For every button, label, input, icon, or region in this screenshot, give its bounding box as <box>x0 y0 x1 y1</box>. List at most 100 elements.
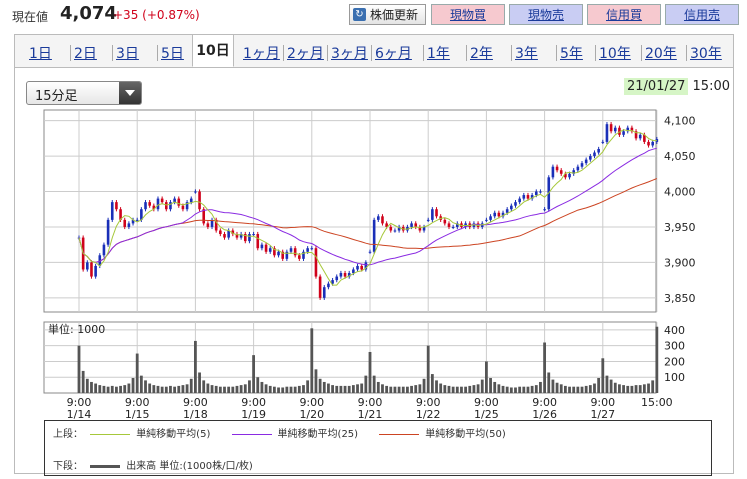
tab-2[interactable]: 3日 <box>116 46 139 62</box>
volume-bar <box>327 383 330 393</box>
candle-body <box>202 209 206 224</box>
volume-bar <box>123 385 127 393</box>
tab-6[interactable]: 2ヶ月 <box>287 46 324 62</box>
volume-bar <box>401 386 405 393</box>
volume-bar <box>164 386 168 393</box>
trade-button-3[interactable]: 信用売 <box>665 4 739 25</box>
trade-button-2[interactable]: 信用買 <box>587 4 661 25</box>
tab-separator <box>423 45 424 61</box>
tab-15[interactable]: 30年 <box>690 46 722 62</box>
volume-bar <box>243 384 247 393</box>
tab-separator <box>556 45 557 61</box>
volume-bar <box>218 386 222 393</box>
candle-body <box>268 248 272 252</box>
candle-body <box>634 131 638 139</box>
candle-body <box>239 234 243 238</box>
candle-body <box>638 134 642 139</box>
volume-bar <box>131 378 135 393</box>
volume-bar <box>173 386 177 393</box>
candle-body <box>526 195 530 199</box>
volume-bar <box>335 385 339 393</box>
x-tick-time: 9:00 <box>67 396 92 409</box>
volume-bar <box>156 385 160 393</box>
volume-bar <box>609 379 613 393</box>
candle-body <box>456 223 459 227</box>
candle-body <box>555 166 559 171</box>
ma5-swatch <box>90 433 131 435</box>
price-tick-label: 4,100 <box>664 115 696 128</box>
candle-body <box>530 195 534 199</box>
legend-volume: 出来高 単位:(1000株/口/枚) <box>126 461 253 472</box>
volume-bar <box>426 345 430 393</box>
volume-unit-label: 単位: 1000 <box>48 322 105 336</box>
x-tick-date: 1/15 <box>125 408 150 420</box>
volume-bar <box>185 384 189 393</box>
tab-7[interactable]: 3ヶ月 <box>331 46 368 62</box>
tab-9[interactable]: 1年 <box>427 46 450 62</box>
tab-5[interactable]: 1ヶ月 <box>243 46 280 62</box>
tab-0[interactable]: 1日 <box>29 46 52 62</box>
candle-body <box>86 262 89 270</box>
candle-body <box>235 234 239 238</box>
candle-body <box>352 269 355 274</box>
volume-bar <box>281 387 285 393</box>
candle-body <box>318 276 322 298</box>
trade-button-1[interactable]: 現物売 <box>509 4 583 25</box>
tab-12[interactable]: 5年 <box>560 46 583 62</box>
tab-separator <box>686 45 687 61</box>
volume-bar <box>277 387 280 393</box>
candle-body <box>584 159 588 164</box>
candle-body <box>593 152 596 157</box>
candle-body <box>322 287 326 298</box>
tab-4[interactable]: 10日 <box>192 35 234 67</box>
candle-body <box>144 202 147 210</box>
candle-body <box>277 251 280 256</box>
volume-bar <box>94 383 98 393</box>
candle-body <box>559 170 563 174</box>
candle-body <box>397 226 401 231</box>
volume-bar <box>476 384 480 393</box>
tab-14[interactable]: 20年 <box>645 46 677 62</box>
tab-1[interactable]: 2日 <box>74 46 97 62</box>
volume-bar <box>443 385 447 393</box>
candle-body <box>156 198 160 210</box>
tab-11[interactable]: 3年 <box>515 46 538 62</box>
candle-body <box>368 251 372 253</box>
candle-body <box>248 234 251 242</box>
volume-bar <box>227 386 231 393</box>
interval-select[interactable]: 15分足 <box>26 81 142 105</box>
chart-legend: 上段： 単純移動平均(5) 単純移動平均(25) 単純移動平均(50) 下段： … <box>44 420 712 476</box>
candle-body <box>165 202 168 210</box>
tab-separator <box>157 45 158 61</box>
candle-body <box>160 198 164 203</box>
x-tick-date: 1/22 <box>416 408 441 420</box>
tab-10[interactable]: 2年 <box>470 46 493 62</box>
candle-body <box>514 202 517 206</box>
candle-body <box>501 212 505 217</box>
x-tick-date: 1/21 <box>358 408 383 420</box>
tab-8[interactable]: 6ヶ月 <box>375 46 412 62</box>
top-bar: 現在値 4,074 +35 (+0.87%) ↻ 株価更新 現物買 現物売 信用買信… <box>0 0 747 30</box>
volume-bar <box>90 381 93 393</box>
candle-body <box>564 173 567 178</box>
volume-bar <box>480 379 484 393</box>
candle-body <box>115 202 118 210</box>
volume-bar <box>584 385 588 393</box>
refresh-price-button[interactable]: ↻ 株価更新 <box>349 4 426 25</box>
candle-body <box>505 209 509 213</box>
volume-bar <box>497 384 501 393</box>
volume-bar <box>451 386 455 393</box>
x-tick-time: 9:00 <box>532 396 557 409</box>
current-price: 4,074 <box>60 3 117 24</box>
volume-bar <box>364 375 368 393</box>
tab-3[interactable]: 5日 <box>161 46 184 62</box>
candle-body <box>551 166 555 178</box>
tab-13[interactable]: 10年 <box>599 46 631 62</box>
volume-bar <box>385 385 389 393</box>
candle-body <box>489 216 492 220</box>
candle-body <box>231 230 235 235</box>
candle-body <box>426 219 430 221</box>
candle-body <box>381 216 384 224</box>
trade-button-0[interactable]: 現物買 <box>431 4 505 25</box>
volume-bar <box>102 385 106 393</box>
